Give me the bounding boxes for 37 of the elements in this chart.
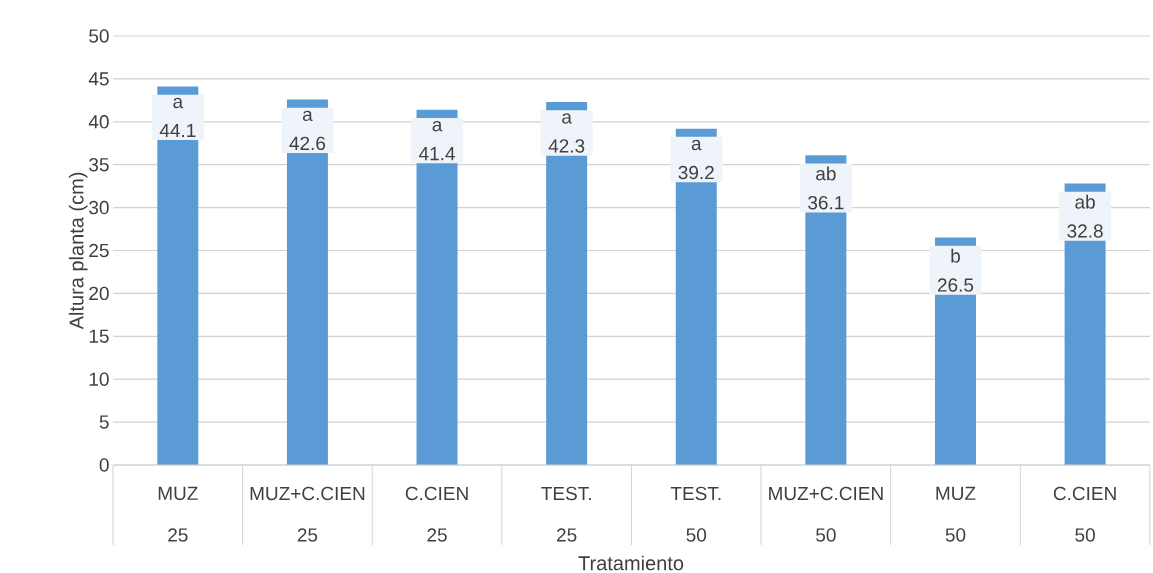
text: 50 (686, 528, 707, 542)
data-label: a 39.2 (678, 139, 714, 180)
data-label: ab 36.1 (808, 166, 844, 210)
data-label: a 42.6 (289, 110, 326, 151)
data-label: a 41.4 (418, 120, 455, 161)
y-tick-label: 10 (89, 372, 109, 386)
y-tick-label: 0 (99, 458, 109, 472)
x-tick-label: C.CIEN (1053, 486, 1116, 501)
y-tick-label: 40 (88, 115, 109, 129)
y-axis-title: Altura planta (cm) (68, 172, 88, 330)
data-label: a 44.1 (159, 97, 196, 138)
y-tick-label: 30 (89, 200, 109, 215)
x-tick-label: TEST. (541, 486, 591, 501)
y-tick-label: 15 (89, 329, 109, 343)
x-tick-label: C.CIEN (405, 486, 468, 501)
data-label: a 42.3 (548, 113, 585, 153)
text: 25 (427, 528, 447, 542)
text: 25 (168, 528, 188, 542)
text: 50 (1075, 528, 1095, 542)
x-tick-label: TEST. (670, 486, 721, 501)
x-tick-label: MUZ (936, 486, 976, 501)
x-tick-label: MUZ (158, 486, 198, 501)
y-tick-label: 5 (99, 415, 109, 429)
y-tick-label: 35 (89, 157, 109, 172)
y-tick-label: 25 (89, 243, 109, 258)
data-label: b 26.5 (937, 248, 974, 292)
y-tick-label: 45 (88, 72, 109, 86)
x-axis-title: Tratamiento (578, 555, 684, 571)
text: 50 (945, 528, 966, 542)
y-tick-label: 20 (89, 286, 109, 301)
y-tick-label: 50 (89, 29, 109, 43)
text: 25 (297, 528, 318, 542)
data-label: ab 32.8 (1067, 194, 1103, 238)
text: 50 (816, 528, 836, 542)
text: 25 (557, 528, 577, 542)
x-tick-label: MUZ+C.CIEN (250, 486, 365, 501)
x-tick-label: MUZ+C.CIEN (769, 486, 883, 501)
